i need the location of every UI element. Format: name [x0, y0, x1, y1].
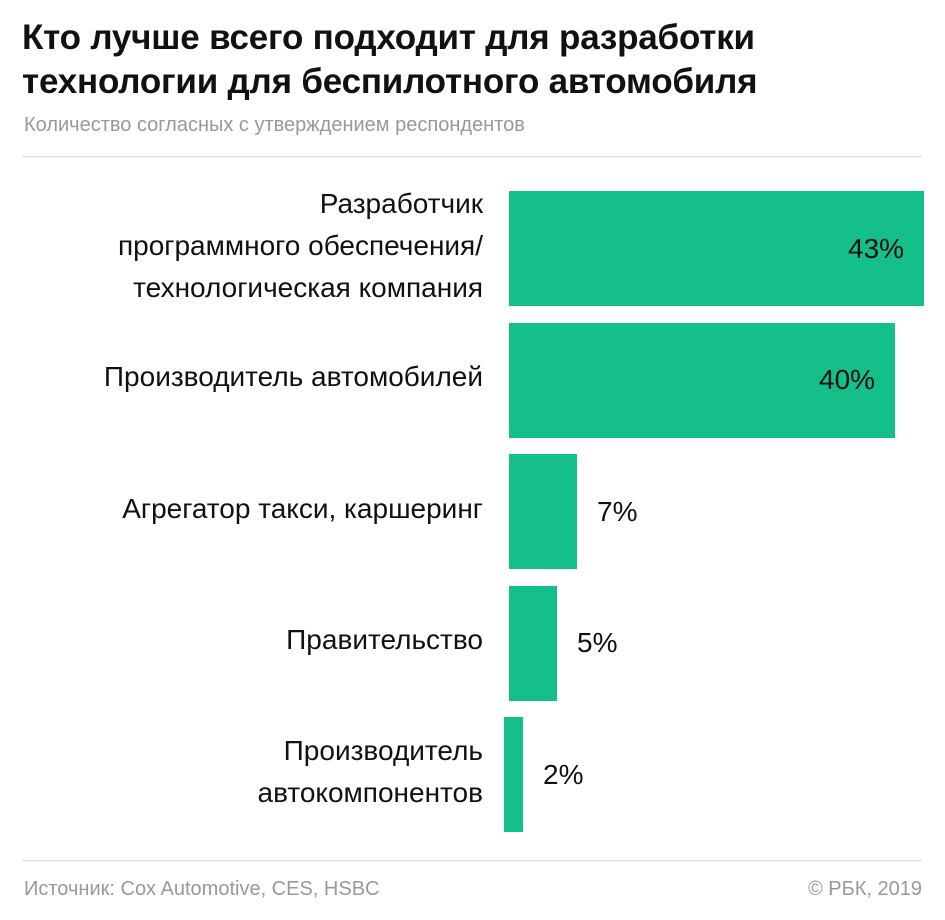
category-label: Агрегатор такси, каршеринг: [122, 492, 483, 524]
category-label: Производитель автокомпонентов: [257, 734, 484, 808]
source-note: Источник: Cox Automotive, CES, HSBC: [24, 878, 380, 900]
copyright-note: © РБК, 2019: [807, 878, 922, 900]
top-divider: [22, 156, 922, 157]
value-label: 43%: [848, 232, 905, 264]
bottom-divider: [22, 860, 922, 861]
chart-title: Кто лучше всего подходит для разработки …: [22, 18, 758, 101]
category-label: Разработчик программного обеспечения/ те…: [117, 187, 483, 303]
category-label: Правительство: [286, 624, 483, 655]
chart-subtitle: Количество согласных с утверждением респ…: [24, 114, 525, 136]
value-label: 40%: [819, 364, 876, 395]
value-label: 5%: [577, 627, 618, 658]
value-label: 7%: [597, 495, 638, 527]
bar: [509, 454, 577, 569]
bar: [509, 322, 895, 438]
bar: [509, 585, 557, 701]
bar: [509, 191, 924, 306]
value-label: 2%: [543, 758, 584, 790]
category-label: Производитель автомобилей: [103, 361, 483, 392]
bar: [504, 717, 523, 832]
